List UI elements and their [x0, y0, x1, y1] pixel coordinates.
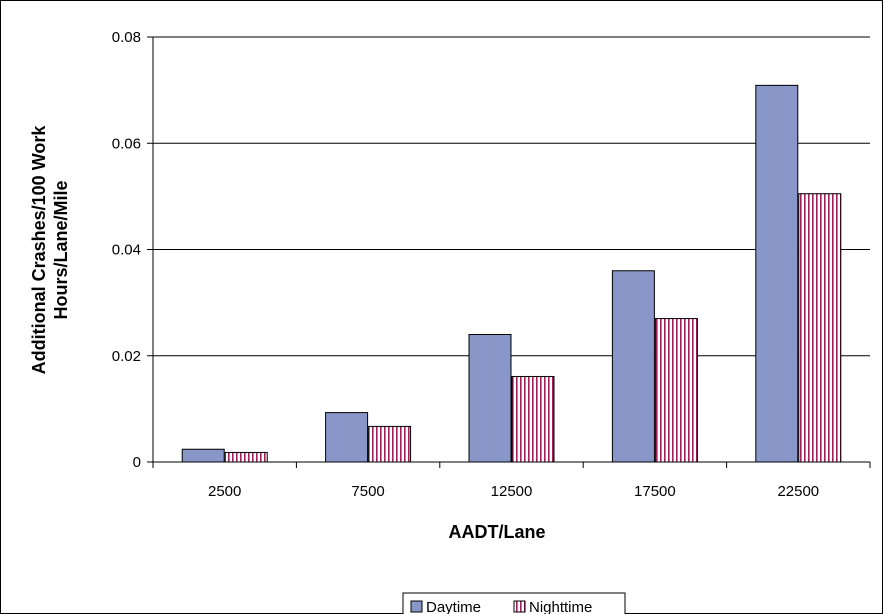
- legend-label-nighttime: Nighttime: [529, 599, 592, 614]
- y-axis-title-line-2: Hours/Lane/Mile: [51, 180, 71, 319]
- bar-nighttime-2500: [224, 451, 268, 463]
- axes: [147, 36, 871, 468]
- x-tick-label: 12500: [491, 483, 533, 500]
- x-tick-label: 7500: [351, 483, 384, 500]
- bars: [181, 84, 842, 463]
- legend: Daytime Nighttime: [402, 592, 626, 614]
- x-tick-label: 2500: [208, 483, 241, 500]
- bar-nighttime-17500: [654, 318, 698, 463]
- legend-swatch-nighttime: [513, 600, 526, 613]
- y-tick-label: 0.04: [112, 242, 141, 259]
- x-tick-label: 17500: [634, 483, 676, 500]
- x-tick-label: 22500: [777, 483, 819, 500]
- bar-daytime-17500: [611, 270, 655, 463]
- bar-daytime-7500: [325, 412, 369, 463]
- legend-swatch-daytime: [410, 600, 423, 613]
- y-axis-title-line-1: Additional Crashes/100 Work: [29, 125, 49, 375]
- tick-labels: 0 0.02 0.04 0.06 0.08 2500 7500 12500 17500 22500: [112, 29, 819, 500]
- bar-nighttime-7500: [368, 425, 412, 463]
- bar-nighttime-12500: [511, 375, 555, 463]
- bar-daytime-2500: [181, 448, 225, 463]
- bar-nighttime-22500: [798, 193, 842, 463]
- y-tick-label: 0.06: [112, 135, 141, 152]
- y-tick-label: 0: [133, 454, 141, 471]
- bar-daytime-22500: [755, 84, 799, 463]
- legend-label-daytime: Daytime: [426, 599, 481, 614]
- x-axis-title: AADT/Lane: [448, 522, 545, 542]
- y-tick-label: 0.02: [112, 348, 141, 365]
- bar-daytime-12500: [468, 334, 512, 463]
- y-tick-label: 0.08: [112, 29, 141, 46]
